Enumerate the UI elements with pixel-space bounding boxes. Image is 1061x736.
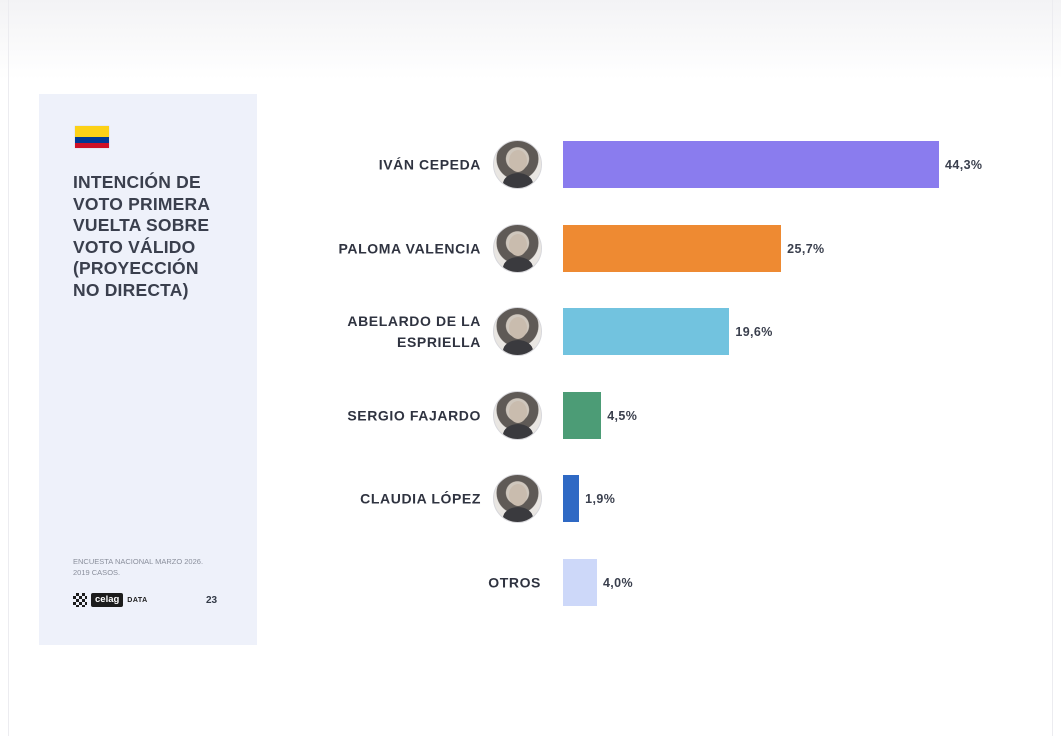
category-label: OTROS bbox=[488, 574, 541, 590]
category-label: ABELARDO DE LA ESPRIELLA bbox=[347, 313, 481, 350]
data-label: 4,0% bbox=[602, 575, 634, 590]
photo-body bbox=[503, 173, 533, 188]
data-label: 25,7% bbox=[787, 241, 825, 256]
chart-row: OTROS 4,0% bbox=[0, 558, 1061, 608]
bar bbox=[563, 558, 597, 606]
flag-stripe-yellow bbox=[75, 126, 109, 137]
photo-head bbox=[509, 150, 527, 172]
flag-stripe-blue bbox=[75, 137, 109, 143]
category-label: PALOMA VALENCIA bbox=[338, 240, 481, 256]
bar bbox=[563, 308, 730, 355]
chart-row: CLAUDIA LÓPEZ 1,9% bbox=[0, 474, 1061, 524]
photo-head bbox=[509, 233, 527, 256]
panel-title: INTENCIÓN DE VOTO PRIMERA VUELTA SOBRE V… bbox=[73, 172, 211, 300]
chart-row: ABELARDO DE LA ESPRIELLA 19,6% bbox=[0, 307, 1061, 357]
chart-row: SERGIO FAJARDO 4,5% bbox=[0, 390, 1061, 441]
source-note: ENCUESTA NACIONAL MARZO 2026. 2019 CASOS… bbox=[73, 557, 204, 577]
frame-right-edge bbox=[1052, 0, 1053, 736]
category-label: IVÁN CEPEDA bbox=[378, 156, 481, 173]
data-label: 1,9% bbox=[585, 492, 616, 506]
candidate-photo bbox=[493, 140, 542, 189]
chart-row: PALOMA VALENCIA 25,7% bbox=[0, 223, 1061, 274]
bar bbox=[563, 391, 602, 439]
bar bbox=[563, 224, 782, 272]
category-label: CLAUDIA LÓPEZ bbox=[360, 490, 481, 507]
celag-logo-mark-icon bbox=[73, 593, 87, 607]
top-shade bbox=[0, 0, 1061, 80]
celag-logo: celag DATA bbox=[73, 592, 148, 608]
bar bbox=[563, 141, 939, 188]
chart-row: IVÁN CEPEDA 44,3% bbox=[0, 140, 1061, 190]
photo-head bbox=[509, 400, 527, 423]
category-label: SERGIO FAJARDO bbox=[347, 407, 481, 423]
candidate-photo bbox=[493, 390, 542, 440]
data-label: 19,6% bbox=[735, 325, 773, 339]
flag-stripe-red bbox=[75, 142, 109, 148]
data-label: 4,5% bbox=[607, 408, 638, 423]
candidate-photo bbox=[493, 223, 542, 273]
photo-body bbox=[503, 507, 533, 522]
photo-head bbox=[509, 484, 527, 506]
celag-logo-text: celag bbox=[91, 593, 124, 607]
photo-body bbox=[503, 423, 533, 439]
data-label: 44,3% bbox=[945, 158, 983, 172]
candidate-photo bbox=[493, 307, 542, 356]
colombia-flag-icon bbox=[75, 126, 109, 148]
side-panel: INTENCIÓN DE VOTO PRIMERA VUELTA SOBRE V… bbox=[39, 94, 257, 645]
candidate-photo bbox=[493, 474, 542, 523]
photo-head bbox=[509, 317, 527, 339]
photo-body bbox=[503, 340, 533, 355]
bar bbox=[563, 475, 580, 522]
photo-body bbox=[503, 256, 533, 272]
page-number: 23 bbox=[206, 595, 218, 606]
frame-left-edge bbox=[8, 0, 9, 736]
celag-logo-suffix: DATA bbox=[127, 596, 148, 604]
